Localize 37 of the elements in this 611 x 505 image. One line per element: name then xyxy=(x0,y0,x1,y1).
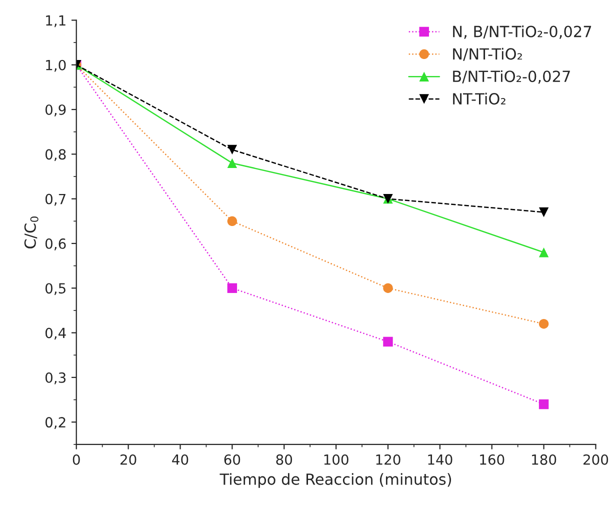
point xyxy=(227,216,238,226)
legend-label: NT-TiO₂ xyxy=(453,92,506,105)
y-tick-label: 1,0 xyxy=(46,60,66,72)
point xyxy=(383,336,393,347)
x-tick-label: 0 xyxy=(72,454,80,465)
legend-label: N/NT-TiO₂ xyxy=(453,48,522,61)
x-tick-label: 40 xyxy=(172,454,188,465)
x-tick-label: 100 xyxy=(324,454,348,465)
point xyxy=(538,399,549,410)
y-tick-label: 0,9 xyxy=(45,104,66,116)
y-tick-label: 0,7 xyxy=(45,194,66,206)
x-tick-label: 180 xyxy=(532,454,556,465)
y-tick-label: 0,5 xyxy=(45,283,66,296)
x-tick-label: 200 xyxy=(583,454,608,465)
y-tick-label: 1,1 xyxy=(46,15,66,28)
x-tick-label: 140 xyxy=(428,454,452,465)
y-tick-label: 0,3 xyxy=(45,372,66,384)
x-tick-label: 120 xyxy=(376,454,400,465)
x-axis-title: Tiempo de Reaccion (minutos) xyxy=(220,473,452,488)
y-tick-label: 0,4 xyxy=(45,328,66,340)
point xyxy=(227,283,238,293)
point xyxy=(538,318,549,329)
y-tick-label: 0,6 xyxy=(45,238,66,250)
point xyxy=(227,158,238,168)
y-tick-label: 0,8 xyxy=(45,149,66,162)
x-tick-label: 160 xyxy=(480,454,504,465)
point xyxy=(227,144,238,155)
x-tick-label: 80 xyxy=(276,454,292,465)
x-tick-label: 60 xyxy=(224,454,240,465)
y-tick-label: 0,2 xyxy=(45,417,66,429)
legend-label: N, B/NT-TiO₂-0,027 xyxy=(453,25,592,39)
x-tick-label: 20 xyxy=(120,454,136,465)
legend-label: B/NT-TiO₂-0,027 xyxy=(453,70,570,84)
point xyxy=(538,248,549,258)
point xyxy=(538,207,549,218)
point xyxy=(383,283,393,293)
y-axis-title: C/C$_{0}$ xyxy=(24,216,38,248)
